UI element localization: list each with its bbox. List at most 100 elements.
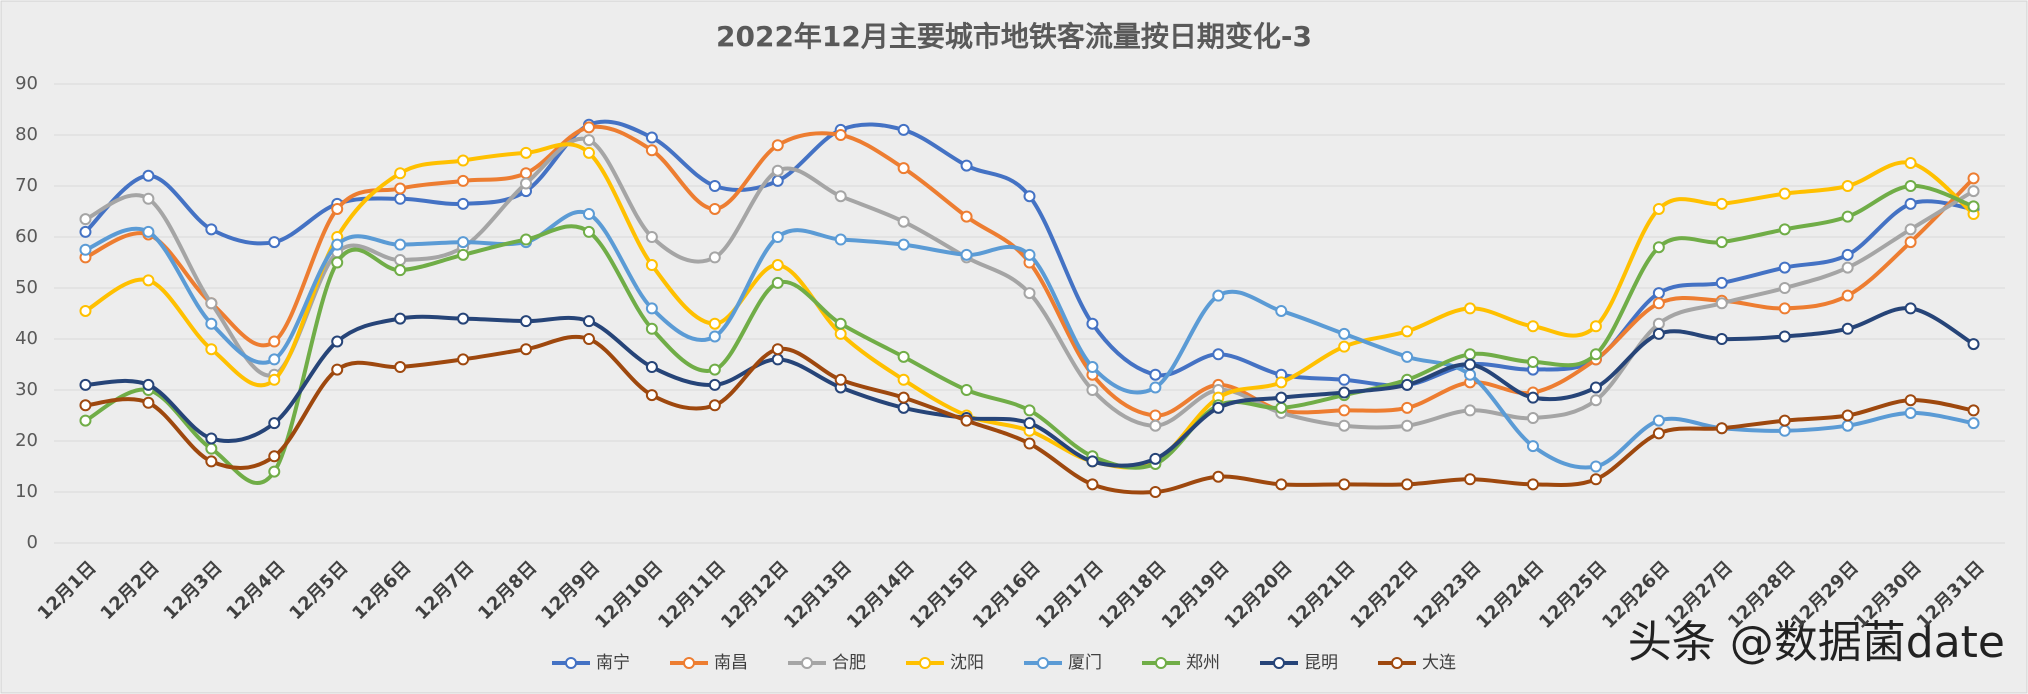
data-point [1778, 187, 1791, 200]
data-point [1652, 297, 1665, 310]
data-point [1275, 376, 1288, 389]
data-point [771, 174, 784, 187]
data-point [771, 353, 784, 366]
data-point [1904, 406, 1917, 419]
data-point [1212, 470, 1225, 483]
series-line [84, 183, 1975, 486]
data-point [834, 317, 847, 330]
y-tick-label: 80 [15, 124, 38, 145]
data-point [1652, 202, 1665, 215]
data-point [331, 335, 344, 348]
data-point [1589, 381, 1602, 394]
data-point [268, 450, 281, 463]
data-point [1338, 327, 1351, 340]
data-point [1212, 348, 1225, 361]
data-point [1275, 304, 1288, 317]
data-point [708, 378, 721, 391]
data-point [1401, 325, 1414, 338]
data-point [142, 225, 155, 238]
data-point [708, 330, 721, 343]
data-point [520, 233, 533, 246]
data-point [1338, 386, 1351, 399]
data-point [582, 121, 595, 134]
legend-marker [565, 657, 577, 669]
data-point [1589, 460, 1602, 473]
data-point [1652, 414, 1665, 427]
data-point [1904, 223, 1917, 236]
data-point [708, 251, 721, 264]
data-point [1086, 384, 1099, 396]
data-point [1464, 473, 1477, 486]
data-point [582, 333, 595, 345]
data-point [1338, 478, 1351, 491]
data-point [834, 327, 847, 340]
data-point [1275, 401, 1288, 414]
data-point [645, 259, 658, 272]
data-point [205, 455, 218, 468]
data-point [834, 129, 847, 141]
data-point [205, 432, 218, 445]
data-point [645, 322, 658, 335]
data-point [1652, 427, 1665, 440]
data-point [1149, 368, 1162, 381]
y-tick-label: 0 [27, 532, 38, 553]
data-point [771, 139, 784, 152]
data-point [834, 373, 847, 386]
data-point [1149, 409, 1162, 422]
legend-label: 合肥 [832, 653, 866, 673]
data-point [960, 159, 973, 172]
data-point [1526, 440, 1539, 453]
legend-marker [919, 657, 931, 669]
data-point [1149, 381, 1162, 394]
legend-marker [1273, 657, 1285, 669]
data-point [1338, 419, 1351, 432]
y-tick-label: 70 [15, 175, 38, 196]
data-point [268, 465, 281, 478]
data-point [1401, 378, 1414, 391]
data-point [1904, 394, 1917, 407]
data-point [1904, 180, 1917, 192]
data-point [1778, 330, 1791, 343]
data-point [1652, 287, 1665, 300]
data-point [1526, 391, 1539, 404]
data-point [897, 401, 910, 414]
data-point [205, 343, 218, 356]
data-point [1967, 200, 1980, 213]
data-point [1589, 348, 1602, 361]
data-point [960, 414, 973, 427]
series-line [84, 136, 1975, 430]
data-point [394, 361, 407, 374]
legend-label: 昆明 [1304, 653, 1338, 673]
data-point [520, 167, 533, 180]
data-point [79, 399, 92, 412]
data-point [394, 264, 407, 277]
data-point [1338, 373, 1351, 386]
data-point [268, 236, 281, 249]
data-point [1401, 350, 1414, 363]
data-point [79, 243, 92, 256]
y-tick-label: 20 [15, 430, 38, 451]
data-point [142, 396, 155, 409]
data-point [1652, 241, 1665, 254]
data-point [520, 315, 533, 328]
watermark: 头条 @数据菌date [1628, 617, 2005, 668]
data-point [708, 363, 721, 376]
data-point [1401, 401, 1414, 414]
data-point [1526, 478, 1539, 491]
data-point [771, 231, 784, 243]
data-point [1589, 473, 1602, 486]
data-point [205, 297, 218, 310]
data-point [708, 317, 721, 330]
data-point [268, 353, 281, 366]
series-line [84, 142, 1975, 470]
data-point [1904, 197, 1917, 210]
legend-label: 沈阳 [950, 653, 984, 673]
data-point [645, 144, 658, 157]
data-point [1023, 287, 1036, 300]
data-point [1023, 437, 1036, 450]
data-point [1464, 348, 1477, 361]
data-point [1149, 486, 1162, 498]
data-point [1841, 210, 1854, 223]
data-point [1526, 412, 1539, 425]
data-point [205, 442, 218, 455]
